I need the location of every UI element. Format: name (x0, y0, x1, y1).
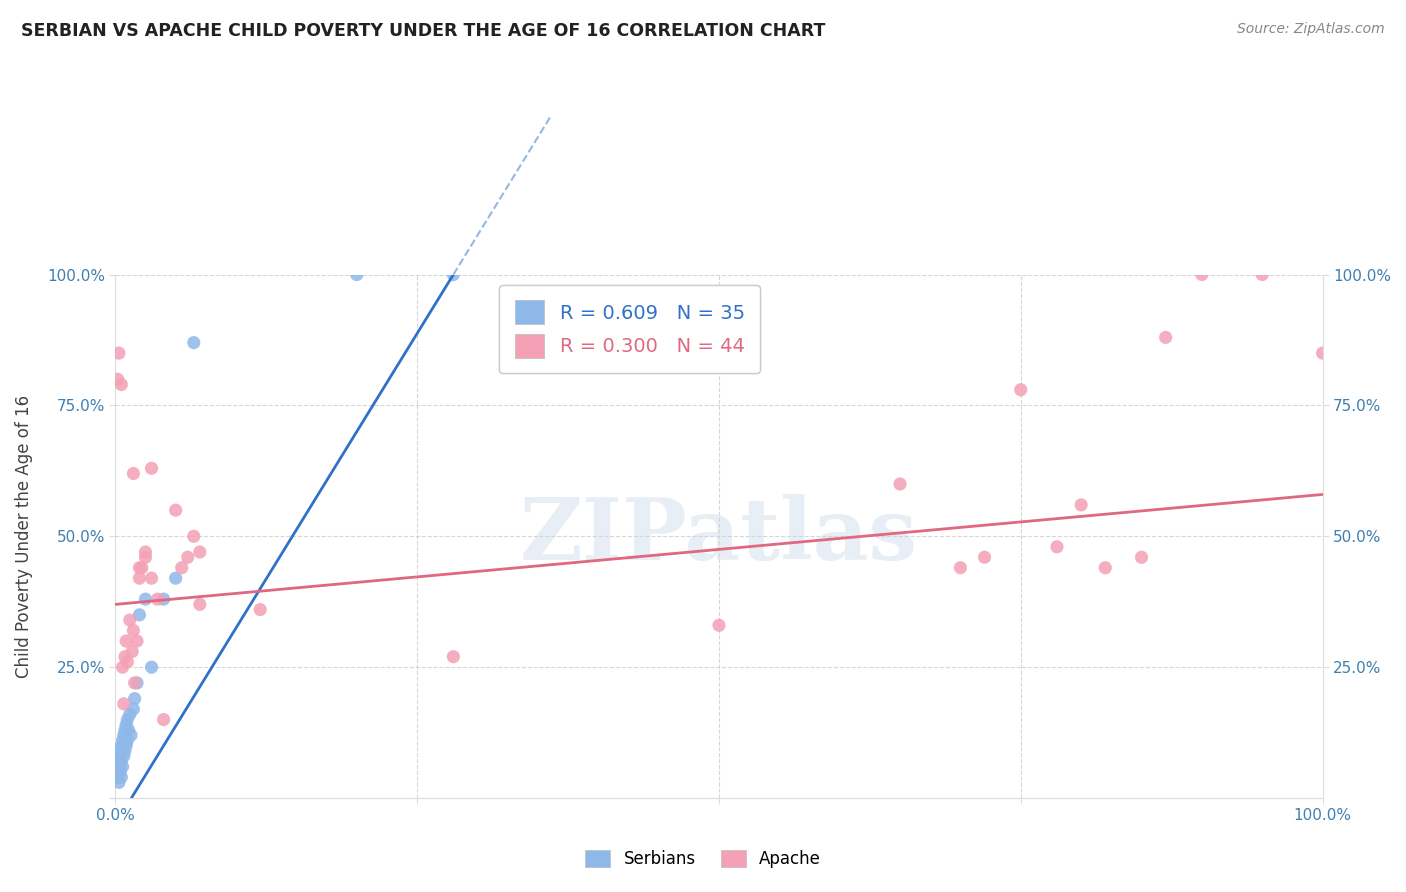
Point (117, 723, 139, 737)
Point (118, 613, 141, 627)
Point (134, 550, 156, 565)
Point (346, 268, 368, 282)
Point (141, 461, 163, 475)
Point (134, 592, 156, 607)
Text: SERBIAN VS APACHE CHILD POVERTY UNDER THE AGE OF 16 CORRELATION CHART: SERBIAN VS APACHE CHILD POVERTY UNDER TH… (21, 22, 825, 40)
Point (110, 739, 132, 753)
Point (108, 749, 131, 764)
Point (120, 728, 142, 742)
Point (128, 607, 150, 622)
Point (1251, 268, 1274, 282)
Point (1094, 560, 1116, 574)
Point (107, 755, 129, 769)
Point (973, 550, 995, 565)
Point (117, 713, 139, 727)
Point (114, 744, 136, 758)
Point (152, 592, 174, 607)
Point (188, 598, 211, 612)
Point (124, 676, 146, 690)
Point (115, 718, 138, 732)
Text: Source: ZipAtlas.com: Source: ZipAtlas.com (1237, 22, 1385, 37)
Point (110, 377, 132, 392)
Point (165, 503, 187, 517)
Point (188, 545, 211, 559)
Point (146, 592, 169, 607)
Point (105, 764, 128, 779)
Point (108, 744, 131, 758)
Point (114, 649, 136, 664)
Point (111, 733, 134, 747)
Point (141, 571, 163, 585)
Point (112, 749, 135, 764)
Point (131, 560, 153, 574)
Point (889, 477, 911, 491)
Point (1070, 498, 1092, 512)
Point (1010, 383, 1032, 397)
Point (125, 634, 148, 648)
Point (124, 691, 146, 706)
Point (121, 644, 143, 658)
Point (141, 660, 163, 674)
Point (707, 618, 730, 632)
Point (114, 723, 136, 737)
Point (949, 560, 972, 574)
Legend: R = 0.609   N = 35, R = 0.300   N = 44: R = 0.609 N = 35, R = 0.300 N = 44 (499, 285, 761, 373)
Point (108, 764, 131, 779)
Point (128, 571, 150, 585)
Point (122, 467, 145, 481)
Point (117, 655, 139, 669)
Point (441, 649, 464, 664)
Point (108, 346, 131, 360)
Point (107, 770, 129, 784)
Point (122, 624, 145, 638)
Point (1154, 330, 1177, 344)
Point (183, 529, 205, 543)
Point (177, 550, 200, 565)
Point (110, 770, 132, 784)
Legend: Serbians, Apache: Serbians, Apache (578, 843, 828, 875)
Point (170, 560, 193, 574)
Point (128, 560, 150, 574)
Point (165, 571, 187, 585)
Point (249, 602, 271, 616)
Point (1130, 550, 1153, 565)
Text: ZIPatlas: ZIPatlas (520, 494, 918, 578)
Point (441, 268, 464, 282)
Point (152, 713, 174, 727)
Y-axis label: Child Poverty Under the Age of 16: Child Poverty Under the Age of 16 (15, 395, 32, 678)
Point (118, 707, 141, 722)
Point (134, 545, 156, 559)
Point (115, 634, 138, 648)
Point (112, 728, 135, 742)
Point (108, 775, 131, 789)
Point (125, 676, 148, 690)
Point (183, 335, 205, 350)
Point (110, 755, 132, 769)
Point (122, 702, 145, 716)
Point (108, 759, 131, 773)
Point (111, 660, 134, 674)
Point (1312, 346, 1334, 360)
Point (1191, 268, 1213, 282)
Point (1046, 540, 1069, 554)
Point (117, 733, 139, 747)
Point (115, 739, 138, 753)
Point (112, 697, 135, 711)
Point (107, 372, 129, 386)
Point (111, 759, 134, 773)
